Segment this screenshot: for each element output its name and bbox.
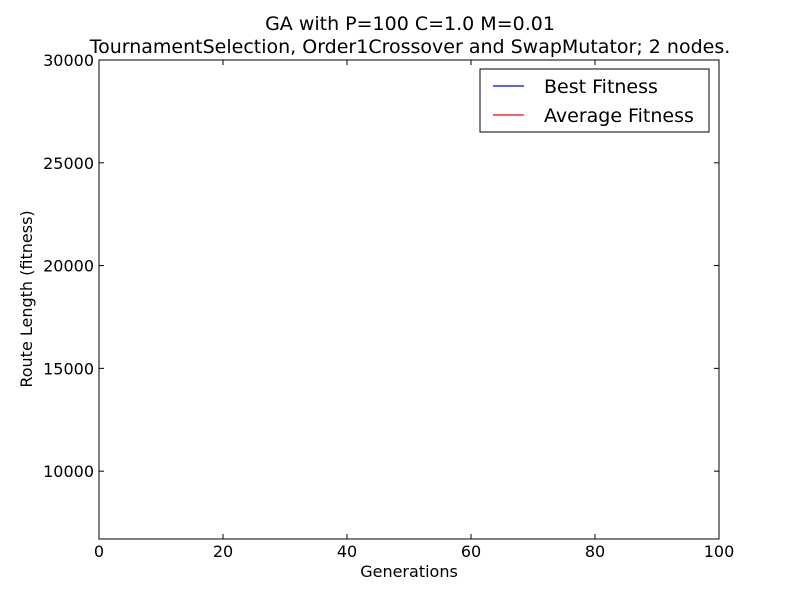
x-tick-label: 0 xyxy=(94,542,104,561)
x-tick-label: 60 xyxy=(461,542,481,561)
y-tick-label: 10000 xyxy=(43,462,94,481)
legend: Best Fitness Average Fitness xyxy=(479,68,710,133)
y-tick-label: 20000 xyxy=(43,257,94,276)
x-axis-label: Generations xyxy=(360,562,458,581)
plot-area xyxy=(99,60,719,539)
plot-frame xyxy=(98,59,720,540)
x-tick-label: 80 xyxy=(585,542,605,561)
y-axis-label: Route Length (fitness) xyxy=(17,210,36,387)
y-tick-label: 25000 xyxy=(43,154,94,173)
x-tick-label: 100 xyxy=(704,542,735,561)
legend-box xyxy=(479,68,710,133)
chart-title: GA with P=100 C=1.0 M=0.01 xyxy=(265,13,555,35)
legend-label-best-fitness: Best Fitness xyxy=(544,76,658,98)
y-tick-label: 30000 xyxy=(43,51,94,70)
legend-label-average-fitness: Average Fitness xyxy=(544,105,694,127)
ticks-layer: 0 20 40 60 80 100 10000 15000 20000 25000 30000 xyxy=(43,51,734,561)
chart-subtitle: TournamentSelection, Order1Crossover and… xyxy=(89,36,731,58)
x-tick-label: 40 xyxy=(337,542,357,561)
plot-background xyxy=(99,60,719,539)
x-tick-label: 20 xyxy=(213,542,233,561)
y-tick-label: 15000 xyxy=(43,359,94,378)
